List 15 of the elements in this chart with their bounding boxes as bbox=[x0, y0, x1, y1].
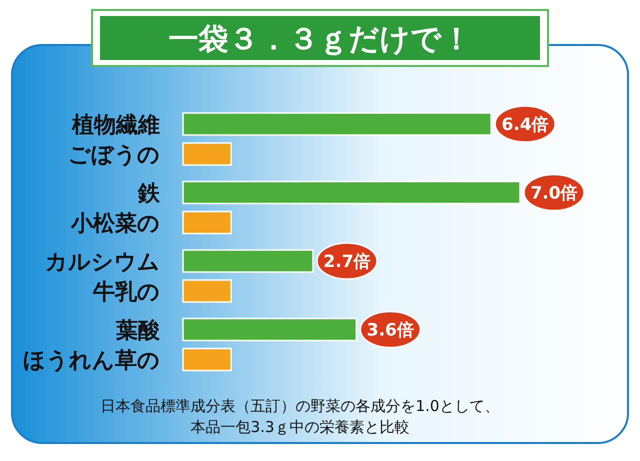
data-label: 2.7倍 bbox=[323, 252, 371, 272]
y-tick-label: ごぼうの bbox=[68, 143, 160, 168]
y-tick-label: 鉄 bbox=[137, 182, 161, 206]
y-tick-label: 植物繊維 bbox=[71, 113, 160, 138]
data-label: 6.4倍 bbox=[502, 115, 549, 135]
y-tick-label: 葉酸 bbox=[115, 318, 161, 344]
chart-title: 一袋３．３ｇだけで！ bbox=[168, 22, 472, 57]
y-tick-label: ほうれん草の bbox=[23, 348, 160, 374]
y-tick-label: カルシウム bbox=[45, 250, 160, 275]
y-tick-label: 小松菜の bbox=[70, 212, 160, 236]
text: 本品一包3.3ｇ中の栄養素と比較 bbox=[190, 418, 410, 436]
data-label: 3.6倍 bbox=[366, 320, 414, 340]
y-tick-label: 牛乳の bbox=[92, 280, 160, 305]
text: 日本食品標準成分表（五訂）の野菜の各成分を1.0として、 bbox=[100, 397, 500, 415]
data-label: 7.0倍 bbox=[530, 184, 578, 204]
